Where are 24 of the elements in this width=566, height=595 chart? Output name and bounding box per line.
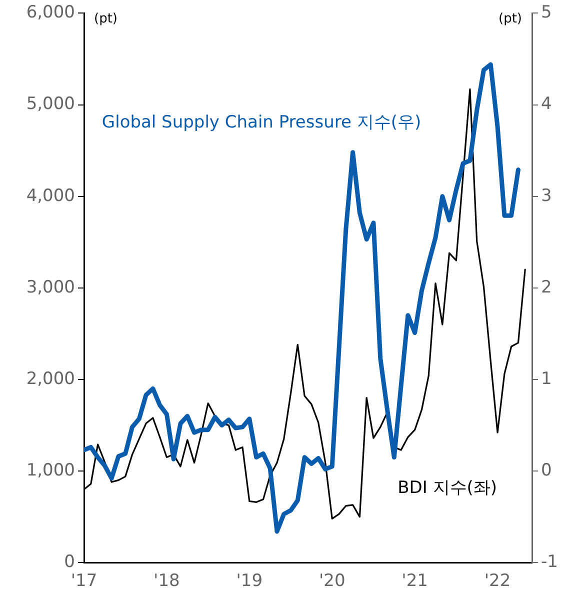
x-tick-label: '19 — [236, 571, 263, 592]
y-tick-label: 2,000 — [26, 368, 75, 389]
y2-tick-label: 0 — [541, 460, 552, 480]
y-tick-label: 3,000 — [26, 277, 75, 298]
y2-tick-label: 1 — [541, 368, 552, 389]
y2-tick-label: 4 — [541, 94, 552, 114]
y2-axis-title: (pt) — [498, 12, 522, 27]
y2-tick-label: 3 — [541, 186, 552, 206]
y-tick-label: 4,000 — [26, 186, 75, 206]
y-tick-label: 6,000 — [26, 2, 75, 23]
text: Global Supply Chain Pressure 지수(우) — [102, 112, 422, 132]
y-tick-label: 1,000 — [26, 460, 75, 480]
series-label: BDI 지수(좌) — [398, 478, 498, 498]
x-tick-label: '20 — [318, 571, 346, 592]
y-axis-title: (pt) — [94, 12, 118, 27]
y2-tick-label: -1 — [541, 552, 558, 572]
y-tick-label: 0 — [64, 552, 75, 572]
x-tick-label: '21 — [402, 571, 428, 592]
y-tick-label: 5,000 — [26, 94, 75, 114]
y2-tick-label: 5 — [541, 2, 552, 23]
y2-tick-label: 2 — [541, 277, 552, 298]
x-tick-label: '22 — [484, 571, 511, 592]
x-tick-label: '18 — [154, 571, 180, 592]
x-tick-label: '17 — [70, 571, 98, 592]
